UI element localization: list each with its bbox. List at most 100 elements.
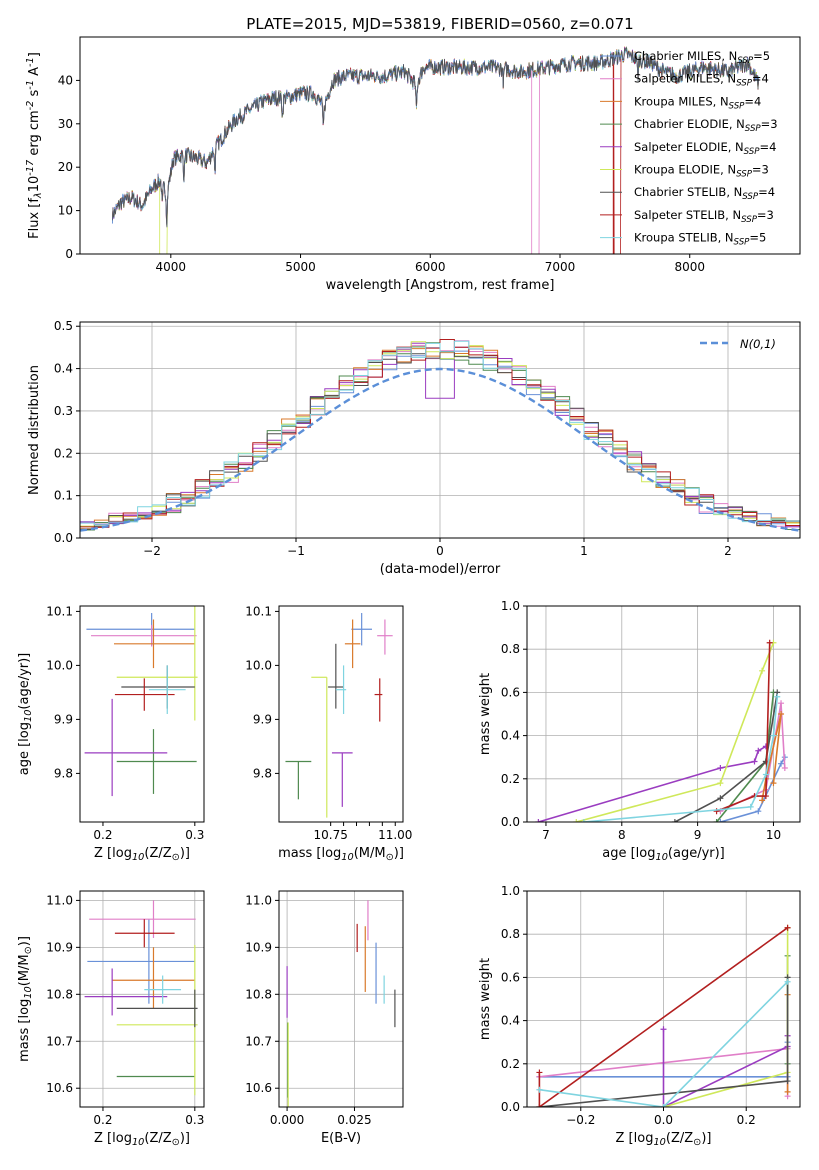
weight-marker: [536, 1104, 543, 1107]
weight-line: [715, 692, 775, 822]
legend-label: Chabrier STELIB, NSSP=4: [634, 185, 775, 202]
weight-marker: [766, 639, 773, 646]
weight-marker: [759, 797, 766, 804]
plot-area: [285, 613, 393, 818]
weight-marker: [747, 803, 754, 810]
x-tick-label: 9: [694, 828, 702, 842]
x-tick-label: 0.2: [737, 1113, 756, 1127]
y-tick-label: 0.4: [501, 1014, 520, 1028]
weight-marker: [573, 819, 580, 822]
legend-label: Salpeter STELIB, NSSP=3: [634, 208, 774, 225]
weight-line: [663, 927, 789, 1107]
weight-marker: [717, 795, 724, 802]
x-tick-label: −0.2: [566, 1113, 595, 1127]
weight-marker: [784, 978, 791, 985]
y-tick-label: 0.3: [54, 404, 73, 418]
weight-marker: [717, 780, 724, 787]
weight-marker: [762, 793, 769, 800]
axes-mass-vs-EBV: 0.000 0.025 10.6 10.7 10.8 10.9 11.0 E(B-V): [245, 890, 404, 1146]
weight-marker: [751, 758, 758, 765]
plot-area: [112, 46, 759, 254]
x-tick-label: 10: [766, 828, 781, 842]
axes-mass-vs-Z: 0.2 0.3 10.6 10.7 10.8 10.9 11.0 Z [log10(Z/Z⊙)…: [17, 890, 205, 1148]
legend: Chabrier MILES, NSSP=5 Salpeter MILES, NS…: [600, 49, 778, 248]
weight-line: [576, 642, 775, 822]
x-tick-label: 8: [618, 828, 626, 842]
plot-area: [536, 924, 791, 1107]
x-tick-label: 0.2: [93, 1113, 112, 1127]
weight-line: [761, 713, 782, 801]
x-tick-label: 0.2: [93, 828, 112, 842]
y-tick-label: 0.0: [501, 815, 520, 829]
y-tick-label: 10: [58, 204, 73, 218]
axes-spectrum: 4000 5000 6000 7000 8000 0 10 20 30 40 wavelength …: [25, 15, 801, 293]
y-tick-label: 10.9: [245, 940, 272, 954]
x-tick-label: 2: [724, 544, 732, 558]
legend-label: Salpeter MILES, NSSP=4: [634, 72, 769, 89]
y-tick-label: 0.8: [501, 927, 520, 941]
weight-marker: [784, 1078, 791, 1085]
weight-marker: [671, 819, 678, 822]
y-axis-label: Normed distribution: [27, 365, 42, 495]
y-tick-label: 9.9: [54, 712, 73, 726]
legend-label: Kroupa STELIB, NSSP=5: [634, 231, 766, 248]
y-tick-label: 10.7: [46, 1034, 73, 1048]
plot-area: [84, 900, 198, 1096]
y-tick-label: 10.9: [46, 940, 73, 954]
y-tick-label: 1.0: [501, 884, 520, 898]
weight-line: [583, 696, 779, 822]
x-tick-label: 8000: [674, 260, 705, 274]
y-tick-label: 1.0: [501, 599, 520, 613]
y-tick-label: 40: [58, 73, 73, 87]
y-tick-label: 0.8: [501, 642, 520, 656]
legend-label: N(0,1): [740, 337, 776, 351]
legend-label: Chabrier MILES, NSSP=5: [634, 49, 770, 66]
y-tick-label: 0.1: [54, 489, 73, 503]
axes-residuals: −2 −1 0 1 2 0.0 0.1 0.2 0.3 0.4 0.5 (data-model)/er…: [27, 319, 801, 577]
weight-marker: [778, 760, 785, 767]
plot-area: [535, 639, 788, 822]
x-tick-label: −2: [143, 544, 161, 558]
weight-marker: [713, 819, 720, 822]
x-axis-label: wavelength [Angstrom, rest frame]: [326, 278, 555, 293]
weight-marker: [536, 1069, 543, 1076]
x-tick-label: 0.3: [185, 828, 204, 842]
axes-frame: [79, 890, 205, 1108]
legend-label: Kroupa MILES, NSSP=4: [634, 94, 761, 111]
y-tick-label: 10.7: [245, 1034, 272, 1048]
legend-label: Kroupa ELODIE, NSSP=3: [634, 163, 769, 180]
y-tick-label: 10.0: [245, 658, 272, 672]
y-axis-label: Flux [fλ10-17 erg cm-2 s-1 A-1]: [25, 52, 44, 239]
axes-weight-vs-Z: −0.2 0.0 0.2 0.0 0.2 0.4 0.6 0.8 1.0 Z [log10(Z/Z…: [478, 884, 801, 1148]
weight-line: [674, 692, 779, 822]
axes-frame: [79, 321, 801, 539]
weight-marker: [774, 693, 781, 700]
histogram-series: [80, 340, 800, 526]
y-axis-label: mass weight: [478, 673, 493, 755]
weight-marker: [660, 1104, 667, 1107]
y-tick-label: 11.0: [46, 893, 73, 907]
plot-area: [84, 606, 198, 797]
legend-label: Chabrier ELODIE, NSSP=3: [634, 117, 778, 134]
y-tick-label: 0.2: [54, 446, 73, 460]
legend-label: Salpeter ELODIE, NSSP=4: [634, 140, 776, 157]
y-axis-label: mass weight: [478, 958, 493, 1040]
plot-area: [80, 339, 800, 532]
axes-age-vs-mass: 10.75 11.00 9.8 9.9 10.0 10.1 mass [log10(M/M⊙…: [245, 604, 412, 863]
y-tick-label: 20: [58, 160, 73, 174]
axes-frame: [278, 890, 404, 1108]
x-tick-label: 10.75: [313, 828, 347, 842]
y-tick-label: 9.8: [253, 766, 272, 780]
plot-area: [286, 900, 396, 1107]
x-tick-label: 7: [542, 828, 550, 842]
weight-marker: [784, 1088, 791, 1095]
x-axis-label: age [log10(age/yr)]: [602, 846, 725, 863]
x-tick-label: 7000: [545, 260, 576, 274]
y-tick-label: 10.8: [46, 987, 73, 1001]
weight-marker: [781, 765, 788, 771]
weight-marker: [762, 771, 769, 778]
x-tick-label: 4000: [156, 260, 187, 274]
y-tick-label: 10.8: [245, 987, 272, 1001]
axes-frame: [526, 605, 801, 823]
